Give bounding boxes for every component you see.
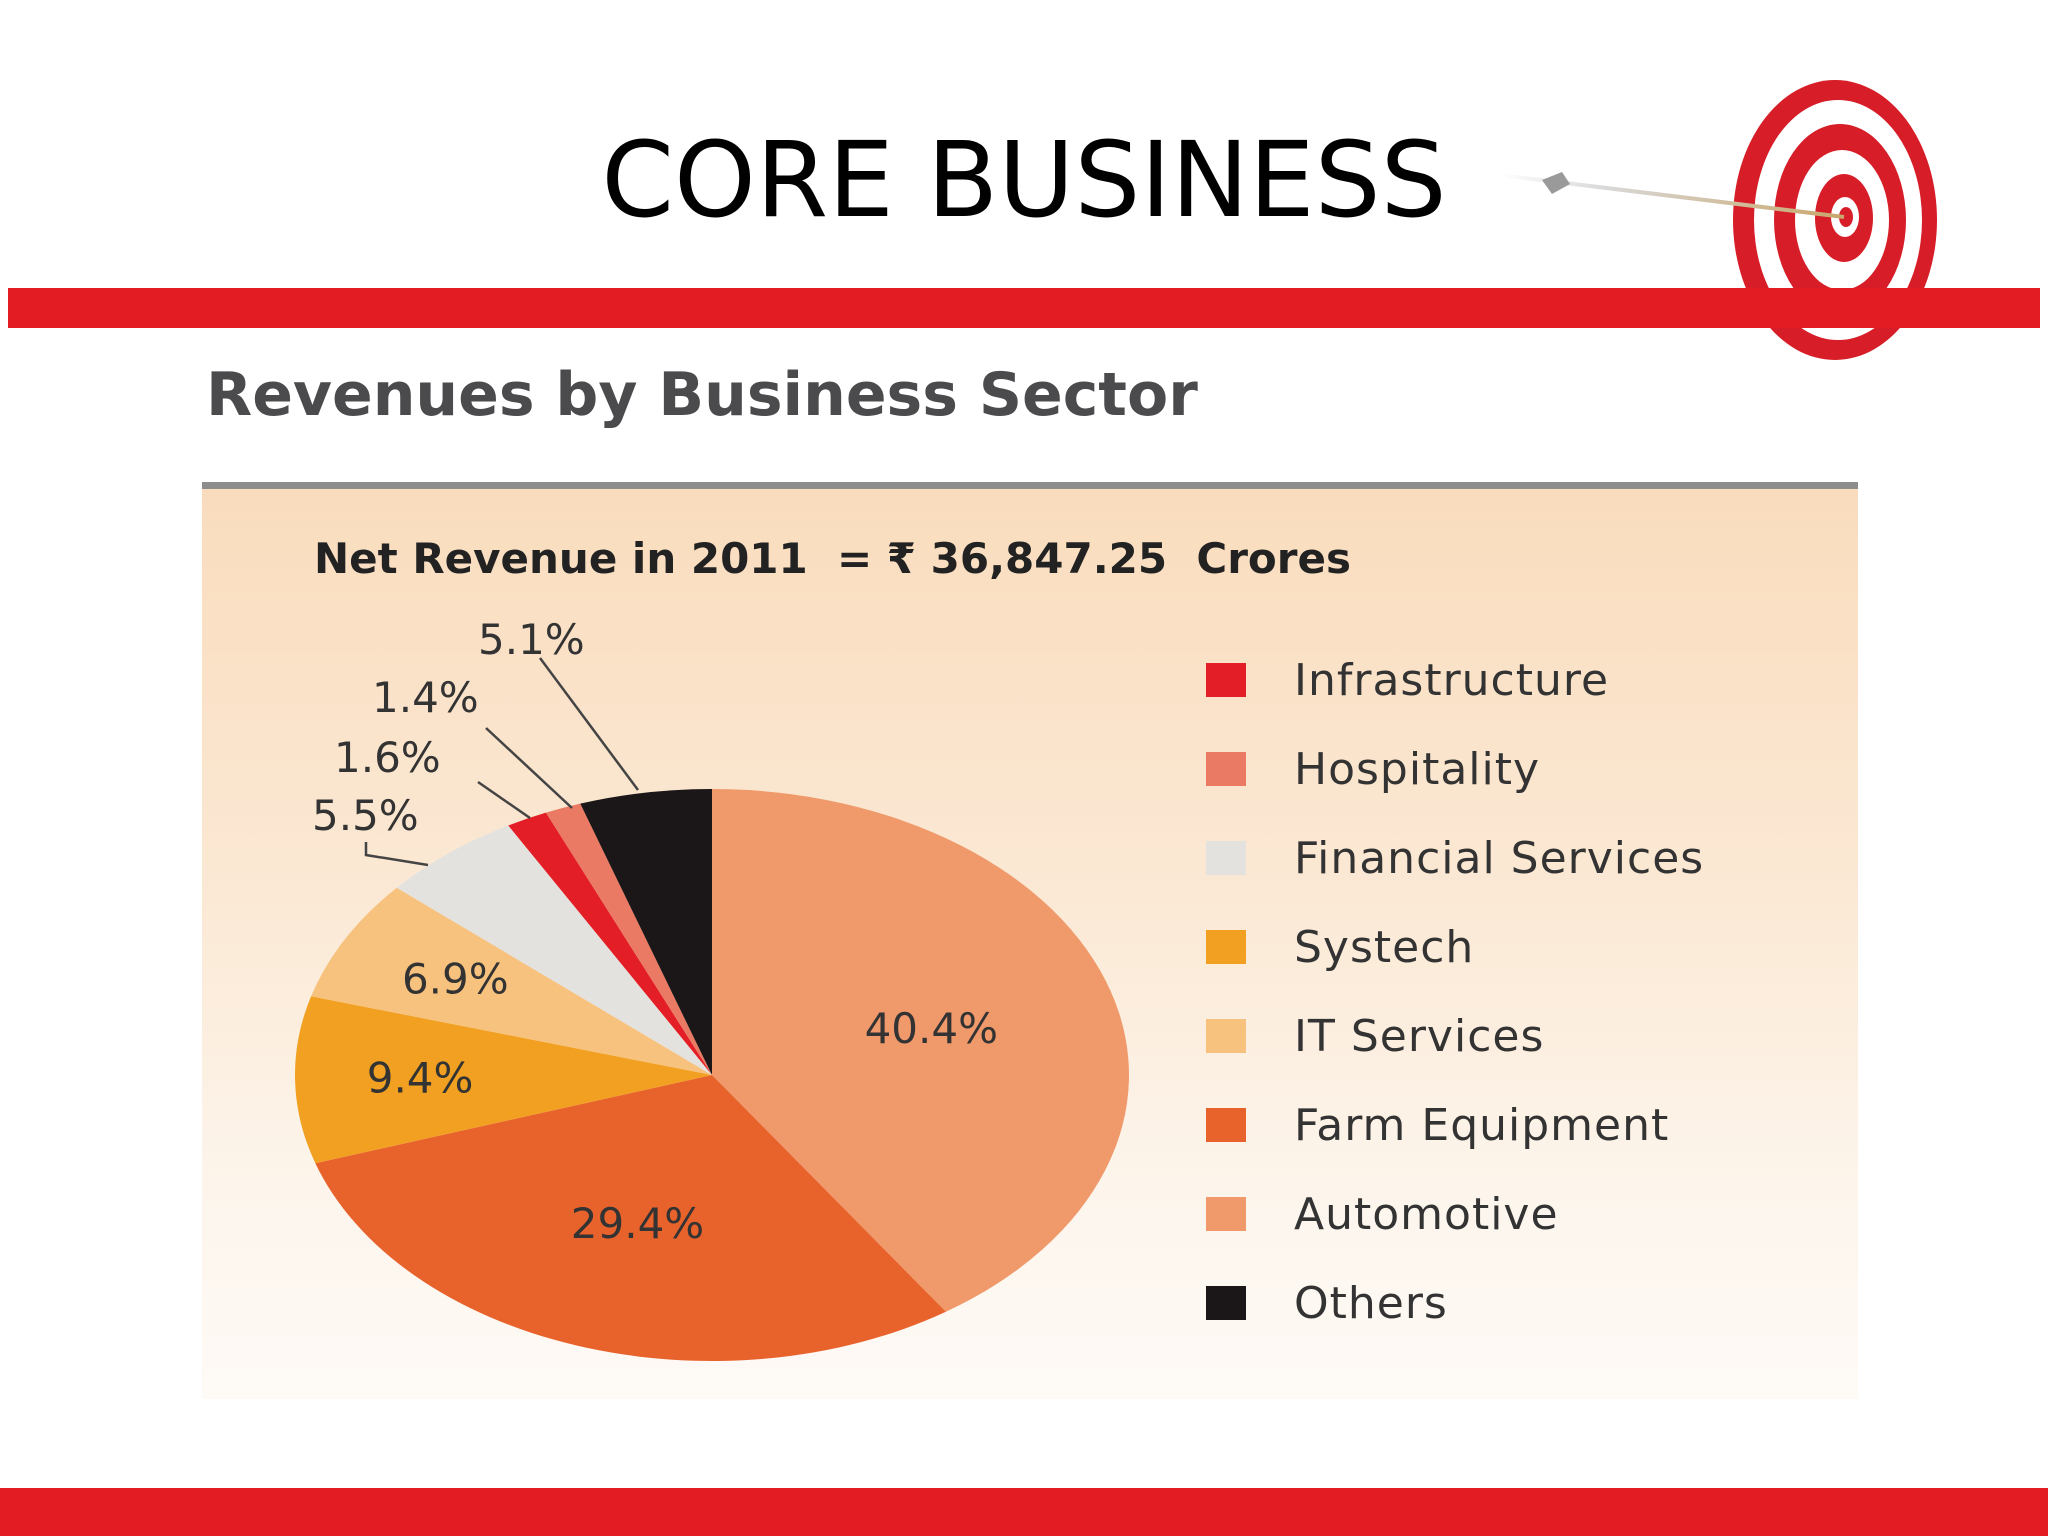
pie-slice-financial-services bbox=[396, 825, 712, 1075]
legend-item-it-services: IT Services bbox=[1206, 1006, 1826, 1066]
legend-label: Farm Equipment bbox=[1294, 1099, 1670, 1151]
legend-label: Automotive bbox=[1294, 1188, 1559, 1240]
pie-label-automotive: 40.4% bbox=[865, 1004, 998, 1053]
slide-title: CORE BUSINESS bbox=[601, 119, 1447, 241]
pie-label-hospitality: 1.4% bbox=[372, 673, 479, 722]
legend-swatch bbox=[1206, 1197, 1246, 1231]
legend-swatch bbox=[1206, 930, 1246, 964]
legend-item-systech: Systech bbox=[1206, 917, 1826, 977]
pie-slice-farm-equipment bbox=[315, 1075, 946, 1361]
legend-item-hospitality: Hospitality bbox=[1206, 739, 1826, 799]
legend-swatch bbox=[1206, 752, 1246, 786]
pie-label-others: 5.1% bbox=[478, 615, 585, 664]
legend-item-farm-equipment: Farm Equipment bbox=[1206, 1095, 1826, 1155]
pie-label-infrastructure: 1.6% bbox=[334, 733, 441, 782]
legend-swatch bbox=[1206, 1108, 1246, 1142]
leader-line-infrastructure bbox=[477, 780, 531, 820]
legend-label: Financial Services bbox=[1294, 832, 1705, 884]
pie-slice-automotive bbox=[712, 789, 1129, 1312]
legend-item-automotive: Automotive bbox=[1206, 1184, 1826, 1244]
legend-label: Systech bbox=[1294, 921, 1475, 973]
pie-slice-infrastructure bbox=[508, 812, 712, 1075]
pie-label-systech: 9.4% bbox=[367, 1054, 474, 1103]
pie-label-farm-equipment: 29.4% bbox=[571, 1199, 704, 1248]
pie-slice-hospitality bbox=[545, 803, 712, 1075]
leader-line-financial-services bbox=[364, 842, 429, 867]
legend-item-financial-services: Financial Services bbox=[1206, 828, 1826, 888]
legend-label: Hospitality bbox=[1294, 743, 1541, 795]
net-revenue-text: Net Revenue in 2011 = ₹ 36,847.25 Crores bbox=[314, 534, 1351, 583]
pie-slice-it-services bbox=[311, 887, 712, 1075]
pie-slice-systech bbox=[294, 996, 712, 1164]
pie-label-it-services: 6.9% bbox=[402, 955, 509, 1004]
pie-slice-others bbox=[580, 789, 712, 1075]
bottom-accent-bar bbox=[0, 1488, 2048, 1536]
legend-item-others: Others bbox=[1206, 1273, 1826, 1333]
legend-label: Others bbox=[1294, 1277, 1448, 1329]
legend-swatch bbox=[1206, 841, 1246, 875]
legend-swatch bbox=[1206, 1286, 1246, 1320]
legend-item-infrastructure: Infrastructure bbox=[1206, 650, 1826, 710]
leader-line-hospitality bbox=[485, 727, 573, 809]
chart-heading: Revenues by Business Sector bbox=[206, 360, 1198, 430]
legend-swatch bbox=[1206, 1019, 1246, 1053]
legend-label: Infrastructure bbox=[1294, 654, 1610, 706]
pie-label-financial-services: 5.5% bbox=[312, 791, 419, 840]
legend-label: IT Services bbox=[1294, 1010, 1545, 1062]
legend-swatch bbox=[1206, 663, 1246, 697]
top-accent-bar bbox=[8, 288, 2040, 328]
leader-line-others bbox=[538, 657, 640, 791]
